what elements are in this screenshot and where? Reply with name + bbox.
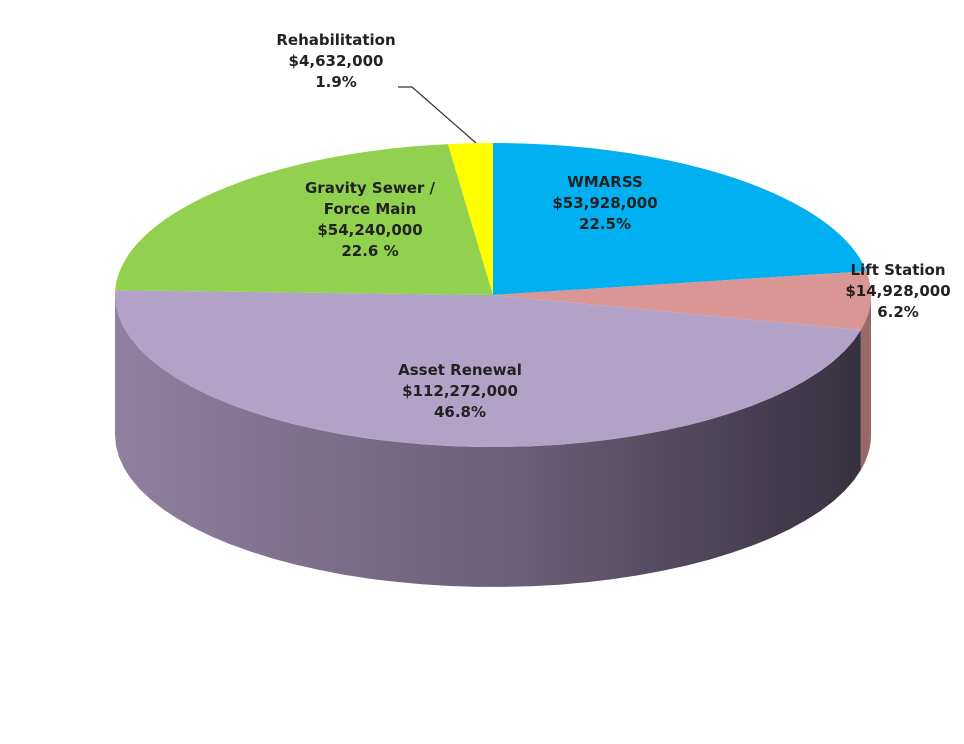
category-label: Gravity Sewer / Force Main [304,179,436,218]
slice-label: WMARSS $53,928,000 22.5% [535,172,675,235]
slice [493,271,871,331]
category-label: Lift Station [850,261,946,279]
percent-label: 1.9% [315,73,357,91]
percent-label: 46.8% [433,403,487,421]
slice-label: Lift Station $14,928,000 6.2% [828,260,964,323]
percent-label: 22.6 % [341,242,399,260]
slice-label: Asset Renewal $112,272,000 46.8% [360,360,560,423]
amount-label: $4,632,000 [288,52,384,70]
percent-label: 22.5% [578,215,632,233]
slice [115,144,493,295]
amount-label: $54,240,000 [317,221,423,239]
slice [447,143,493,295]
category-label: WMARSS [567,173,643,191]
percent-label: 6.2% [877,303,919,321]
leader-line [398,86,477,144]
slice-side [115,295,861,587]
amount-label: $112,272,000 [402,382,518,400]
category-label: Rehabilitation [276,31,396,49]
category-label: Asset Renewal [398,361,522,379]
amount-label: $14,928,000 [845,282,951,300]
slice-side [860,295,871,470]
amount-label: $53,928,000 [552,194,658,212]
slice-label: Gravity Sewer / Force Main $54,240,000 22.… [295,178,445,262]
slice [493,143,867,295]
slice [115,290,861,448]
slice-label: Rehabilitation $4,632,000 1.9% [246,30,426,93]
